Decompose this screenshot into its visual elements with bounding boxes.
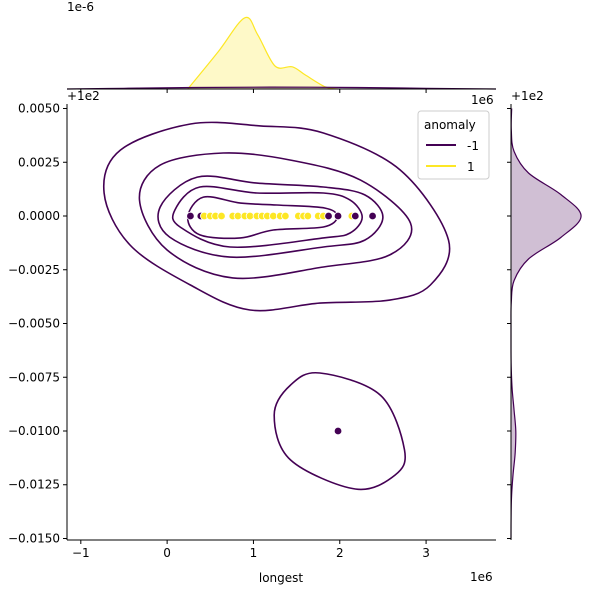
legend-label-1: 1 (467, 160, 475, 174)
scatter-point (186, 211, 195, 221)
x-tick-label: 1 (250, 546, 258, 560)
legend-title: anomaly (424, 118, 476, 132)
right-marginal-offset-text: +1e2 (511, 89, 544, 103)
y-tick-label: −0.0150 (8, 531, 60, 545)
kde-contour-2 (157, 175, 384, 259)
x-axis-label: longest (259, 571, 304, 585)
top-density-line-1 (187, 16, 339, 90)
y-tick-label: −0.0075 (8, 370, 60, 384)
scatter-point (324, 211, 333, 221)
top-marginal-axes (66, 16, 497, 93)
scatter-point (281, 211, 290, 221)
x-tick-label: 2 (336, 546, 344, 560)
y-tick-label: −0.0100 (8, 424, 60, 438)
y-tick-label: −0.0125 (8, 478, 60, 492)
scatter-point (269, 211, 278, 221)
scatter-point (245, 211, 255, 221)
y-offset-text: +1e2 (67, 89, 100, 103)
scatter-point (333, 426, 343, 436)
legend: anomaly -1 1 (417, 110, 490, 180)
top-marginal-offset-text: 1e-6 (67, 0, 94, 14)
top-density-line--1 (66, 86, 497, 90)
x-tick-label: 0 (163, 546, 171, 560)
scatter-point (217, 211, 226, 221)
x-offset-text: 1e6 (470, 570, 493, 584)
scatter-point (303, 211, 313, 221)
main-axes: −1 0 1 2 3 0.0050 0.0025 0.0000 −0.0025 −0.0050 −0… (8, 102, 496, 560)
kde-contour-5 (273, 371, 406, 491)
scatter-point (368, 211, 377, 221)
y-tick-label: 0.0025 (18, 155, 60, 169)
y-tick-label: 0.0000 (18, 209, 60, 223)
right-marginal-axes (507, 104, 582, 540)
top-density-fill-1 (187, 17, 339, 89)
scatter-point (233, 211, 243, 221)
scatter-point (333, 211, 343, 221)
y-tick-label: −0.0025 (8, 263, 60, 277)
right-density-fill (510, 108, 582, 539)
y-tick-label: −0.0050 (8, 317, 60, 331)
kde-contour-0 (102, 121, 451, 312)
x-tick-label: −1 (72, 546, 90, 560)
kde-contour-1 (138, 152, 413, 280)
y-tick-label: 0.0050 (18, 102, 60, 116)
top-marginal-x-scale-text: 1e6 (471, 93, 494, 107)
x-tick-label: 3 (422, 546, 430, 560)
legend-label-neg1: -1 (467, 139, 479, 153)
scatter-point (351, 211, 360, 221)
kde-contour-3 (171, 185, 364, 249)
